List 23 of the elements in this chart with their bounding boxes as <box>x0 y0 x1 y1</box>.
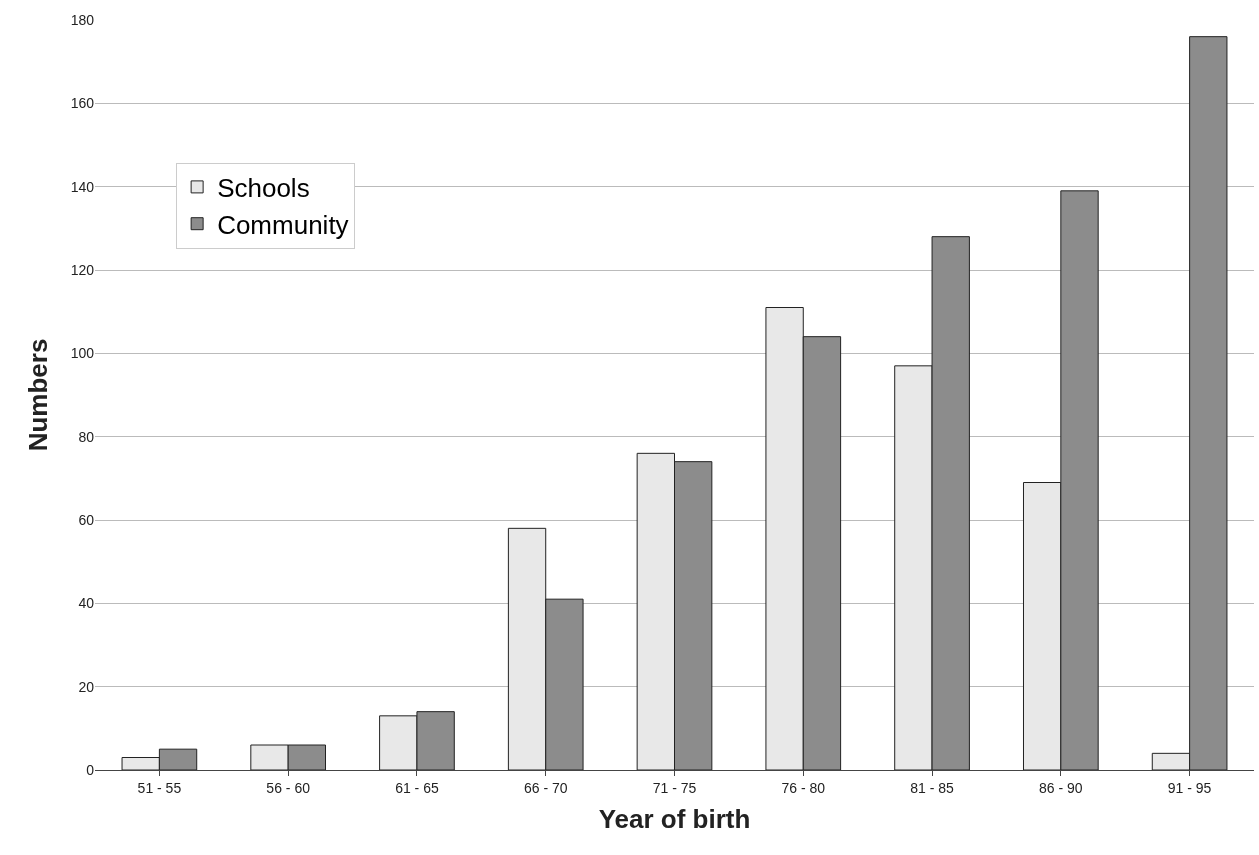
y-axis-title: Numbers <box>23 338 54 452</box>
y-tick-label: 40 <box>78 595 95 612</box>
x-tick-label: 71 - 75 <box>652 779 697 796</box>
y-tick-label: 60 <box>78 511 95 528</box>
legend-label: Schools <box>217 173 310 204</box>
y-tick-label: 120 <box>70 261 95 278</box>
y-tick-label: 100 <box>70 345 95 362</box>
x-tick-label: 66 - 70 <box>523 779 568 796</box>
x-tick-label: 61 - 65 <box>395 779 439 796</box>
y-tick-label: 180 <box>70 11 95 28</box>
x-tick-label: 91 - 95 <box>1167 779 1212 796</box>
y-tick-label: 80 <box>78 428 95 445</box>
x-axis-title: Year of birth <box>598 804 751 835</box>
y-tick-label: 20 <box>78 678 95 695</box>
x-tick-label: 81 - 85 <box>910 779 955 796</box>
x-tick-label: 51 - 55 <box>137 779 182 796</box>
x-tick-label: 56 - 60 <box>266 779 311 796</box>
legend-label: Community <box>217 209 349 240</box>
x-tick-label: 76 - 80 <box>781 779 826 796</box>
y-tick-label: 160 <box>70 95 95 112</box>
y-tick-label: 0 <box>86 761 95 778</box>
y-tick-label: 140 <box>70 178 95 195</box>
x-tick-label: 86 - 90 <box>1039 779 1083 796</box>
